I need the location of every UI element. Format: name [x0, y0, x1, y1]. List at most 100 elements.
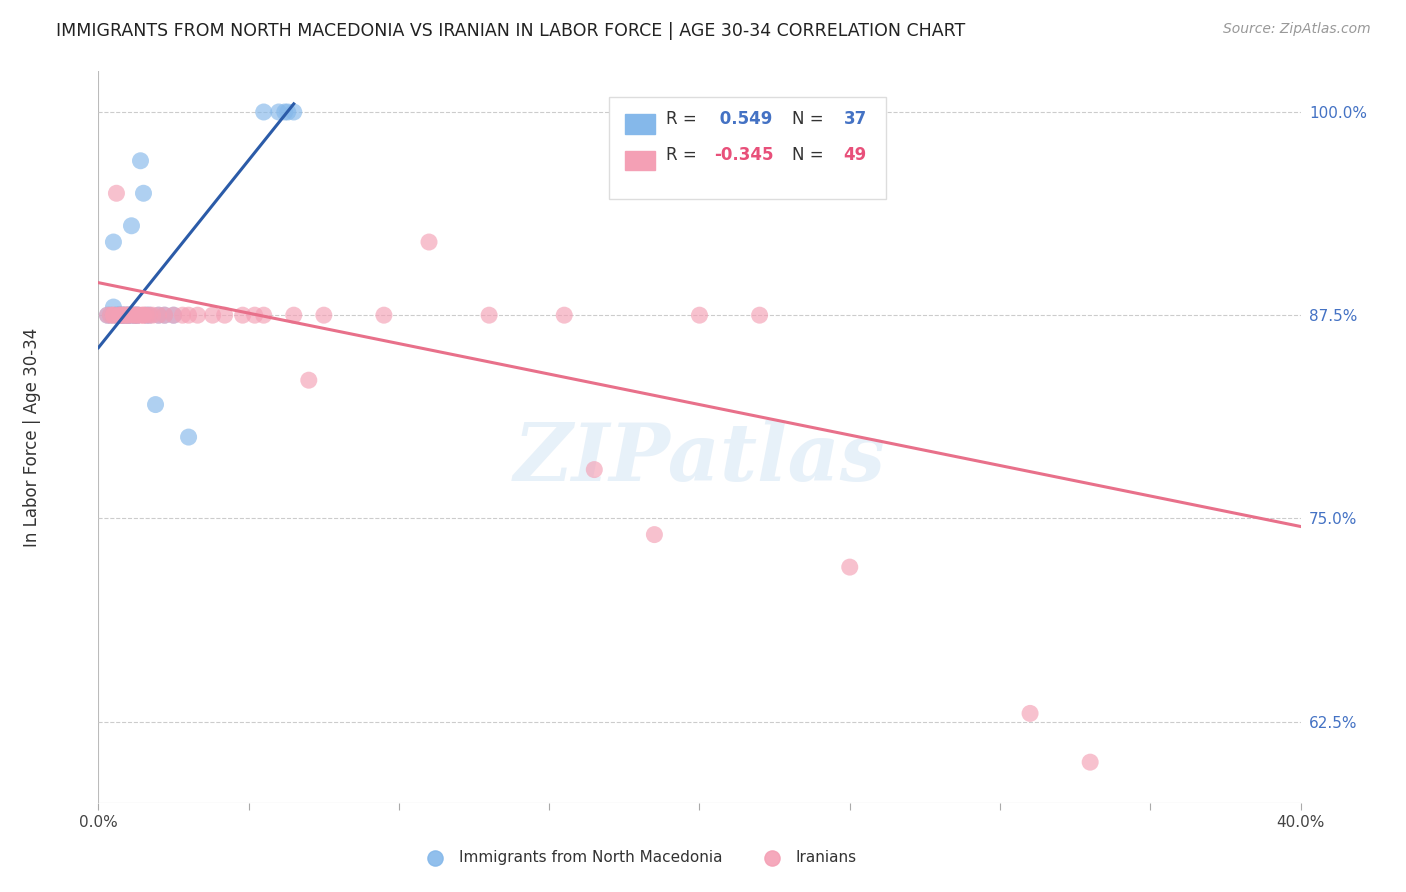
Text: N =: N =: [792, 146, 830, 164]
Point: [103, 308, 125, 322]
Point: [108, 308, 131, 322]
Point: [243, 308, 266, 322]
Text: Source: ZipAtlas.com: Source: ZipAtlas.com: [1223, 22, 1371, 37]
Point: [267, 105, 290, 120]
Point: [418, 235, 440, 249]
Point: [114, 308, 136, 322]
Text: 49: 49: [844, 146, 868, 164]
Point: [838, 560, 860, 574]
Point: [145, 398, 167, 412]
Point: [172, 308, 194, 322]
Point: [187, 308, 209, 322]
Point: [129, 153, 152, 168]
Point: [96, 308, 118, 322]
Point: [132, 308, 155, 322]
Point: [135, 308, 157, 322]
FancyBboxPatch shape: [609, 97, 886, 200]
Text: 0.549: 0.549: [714, 110, 772, 128]
Text: -0.345: -0.345: [714, 146, 773, 164]
Point: [148, 308, 170, 322]
Point: [553, 308, 575, 322]
Point: [478, 308, 501, 322]
Point: [253, 105, 276, 120]
Point: [141, 308, 163, 322]
Point: [138, 308, 160, 322]
Point: [108, 308, 131, 322]
Point: [121, 219, 143, 233]
Point: [117, 308, 139, 322]
Point: [114, 308, 136, 322]
Point: [100, 308, 122, 322]
Point: [111, 308, 134, 322]
Text: N =: N =: [792, 110, 830, 128]
Point: [108, 308, 131, 322]
Point: [253, 308, 276, 322]
Point: [105, 186, 128, 201]
Point: [105, 308, 128, 322]
Point: [153, 308, 176, 322]
Point: [162, 308, 184, 322]
Point: [103, 300, 125, 314]
Point: [583, 462, 606, 476]
FancyBboxPatch shape: [624, 114, 655, 134]
Point: [96, 308, 118, 322]
Point: [153, 308, 176, 322]
Point: [114, 308, 136, 322]
Point: [127, 308, 149, 322]
Text: 37: 37: [844, 110, 868, 128]
Point: [148, 308, 170, 322]
Point: [108, 308, 131, 322]
Point: [1078, 755, 1101, 769]
Point: [1019, 706, 1042, 721]
Point: [129, 308, 152, 322]
Point: [103, 308, 125, 322]
Point: [127, 308, 149, 322]
Point: [643, 527, 665, 541]
Text: IMMIGRANTS FROM NORTH MACEDONIA VS IRANIAN IN LABOR FORCE | AGE 30-34 CORRELATIO: IMMIGRANTS FROM NORTH MACEDONIA VS IRANI…: [56, 22, 966, 40]
Point: [689, 308, 711, 322]
Point: [162, 308, 184, 322]
Point: [127, 308, 149, 322]
Point: [117, 308, 139, 322]
Point: [111, 308, 134, 322]
Point: [298, 373, 321, 387]
Text: ZIPatlas: ZIPatlas: [513, 420, 886, 498]
Point: [121, 308, 143, 322]
Point: [124, 308, 146, 322]
Point: [124, 308, 146, 322]
Point: [111, 308, 134, 322]
Point: [135, 308, 157, 322]
Point: [177, 430, 200, 444]
Point: [177, 308, 200, 322]
Point: [232, 308, 254, 322]
Text: R =: R =: [666, 110, 702, 128]
Point: [111, 308, 134, 322]
Point: [124, 308, 146, 322]
Point: [117, 308, 139, 322]
Point: [114, 308, 136, 322]
Point: [277, 105, 299, 120]
Point: [283, 308, 305, 322]
Point: [214, 308, 236, 322]
Point: [124, 308, 146, 322]
Point: [312, 308, 335, 322]
Point: [132, 308, 155, 322]
Point: [103, 235, 125, 249]
Point: [283, 105, 305, 120]
Point: [117, 308, 139, 322]
Point: [121, 308, 143, 322]
Point: [748, 308, 770, 322]
Point: [138, 308, 160, 322]
Point: [274, 105, 297, 120]
Point: [201, 308, 224, 322]
Point: [127, 308, 149, 322]
Text: Immigrants from North Macedonia: Immigrants from North Macedonia: [458, 850, 723, 865]
Point: [111, 308, 134, 322]
Text: In Labor Force | Age 30-34: In Labor Force | Age 30-34: [24, 327, 41, 547]
Point: [100, 308, 122, 322]
FancyBboxPatch shape: [624, 151, 655, 170]
Point: [117, 308, 139, 322]
Point: [132, 186, 155, 201]
Point: [108, 308, 131, 322]
Point: [373, 308, 395, 322]
